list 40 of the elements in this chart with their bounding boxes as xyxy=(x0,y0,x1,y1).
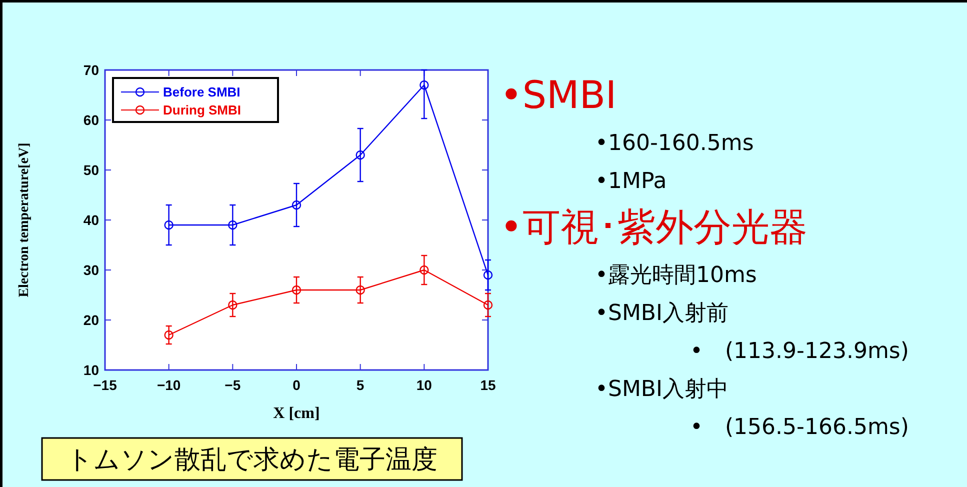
point xyxy=(420,80,429,90)
text: •1MPa xyxy=(595,169,667,194)
x-axis-title: X [cm] xyxy=(273,405,320,422)
text: •SMBI入射中 xyxy=(595,377,729,402)
legend-label: During SMBI xyxy=(163,102,241,118)
text: • (113.9-123.9ms) xyxy=(690,339,909,364)
x-tick-label: 15 xyxy=(480,377,496,393)
y-axis-title: Electron temperature[eV] xyxy=(17,142,32,298)
point xyxy=(483,300,493,310)
text: •160-160.5ms xyxy=(595,131,754,156)
point xyxy=(292,200,302,210)
text: •SMBI入射前 xyxy=(595,301,729,326)
point xyxy=(483,270,493,280)
text: •SMBI xyxy=(500,73,617,117)
x-tick-label: −5 xyxy=(224,377,241,393)
text: •露光時間10ms xyxy=(595,263,757,288)
x-tick-label: −15 xyxy=(93,377,118,393)
y-tick-label: 20 xyxy=(83,312,100,328)
point xyxy=(228,300,238,310)
point xyxy=(164,220,174,230)
point xyxy=(356,150,365,160)
y-tick-label: 10 xyxy=(83,362,100,378)
text: • (156.5-166.5ms) xyxy=(690,415,909,440)
x-tick-label: 0 xyxy=(292,377,301,393)
point xyxy=(228,220,238,230)
x-tick-label: −10 xyxy=(156,377,181,393)
point xyxy=(292,285,302,295)
y-tick-label: 50 xyxy=(83,162,100,178)
x-tick-label: 5 xyxy=(356,377,364,393)
text: トムソン散乱で求めた電子温度 xyxy=(66,445,438,476)
point xyxy=(164,330,174,340)
y-tick-label: 40 xyxy=(83,212,100,228)
y-tick-label: 30 xyxy=(83,262,100,278)
point xyxy=(356,285,365,295)
legend-label: Before SMBI xyxy=(163,84,240,100)
text: •可視･紫外分光器 xyxy=(500,205,808,249)
point xyxy=(420,265,429,275)
y-tick-label: 60 xyxy=(83,112,100,128)
x-tick-label: 10 xyxy=(416,377,432,393)
y-tick-label: 70 xyxy=(83,62,100,78)
